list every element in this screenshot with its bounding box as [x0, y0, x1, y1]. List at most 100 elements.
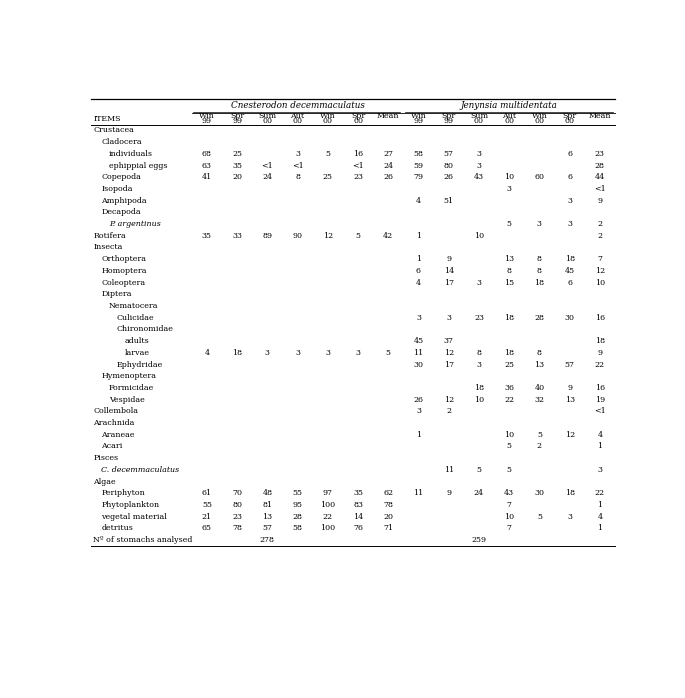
Text: 42: 42	[383, 232, 393, 240]
Text: Aut: Aut	[290, 112, 305, 120]
Text: 3: 3	[477, 361, 482, 369]
Text: 23: 23	[232, 513, 242, 521]
Text: 10: 10	[504, 513, 514, 521]
Text: Araneae: Araneae	[101, 431, 135, 439]
Text: 11: 11	[444, 466, 454, 474]
Text: 4: 4	[204, 349, 210, 357]
Text: 5: 5	[477, 466, 482, 474]
Text: Decapoda: Decapoda	[101, 209, 140, 216]
Text: Amphipoda: Amphipoda	[101, 197, 147, 205]
Text: Coleoptera: Coleoptera	[101, 279, 145, 287]
Text: Win: Win	[532, 112, 547, 120]
Text: 6: 6	[567, 150, 572, 158]
Text: 60: 60	[534, 173, 545, 181]
Text: 25: 25	[323, 173, 333, 181]
Text: Win: Win	[320, 112, 336, 120]
Text: Win: Win	[410, 112, 426, 120]
Text: 10: 10	[474, 396, 484, 403]
Text: 3: 3	[567, 513, 572, 521]
Text: Aut: Aut	[502, 112, 516, 120]
Text: 00: 00	[564, 117, 575, 125]
Text: 12: 12	[444, 349, 453, 357]
Text: 10: 10	[595, 279, 605, 287]
Text: 18: 18	[232, 349, 242, 357]
Text: Cnesterodon decemmaculatus: Cnesterodon decemmaculatus	[231, 101, 364, 110]
Text: ITEMS: ITEMS	[93, 114, 121, 123]
Text: Culicidae: Culicidae	[116, 313, 154, 322]
Text: 15: 15	[504, 279, 514, 287]
Text: 21: 21	[202, 513, 212, 521]
Text: vegetal material: vegetal material	[101, 513, 167, 521]
Text: Spr: Spr	[351, 112, 365, 120]
Text: Ephydridae: Ephydridae	[116, 361, 163, 369]
Text: Pisces: Pisces	[93, 454, 119, 462]
Text: 278: 278	[260, 536, 275, 544]
Text: 23: 23	[474, 313, 484, 322]
Text: 1: 1	[597, 501, 602, 509]
Text: 22: 22	[323, 513, 333, 521]
Text: 35: 35	[232, 161, 242, 170]
Text: 3: 3	[325, 349, 330, 357]
Text: 19: 19	[595, 396, 605, 403]
Text: 71: 71	[383, 524, 393, 533]
Text: 3: 3	[477, 161, 482, 170]
Text: 14: 14	[353, 513, 363, 521]
Text: 9: 9	[597, 349, 602, 357]
Text: 3: 3	[295, 349, 300, 357]
Text: Cladocera: Cladocera	[101, 138, 142, 146]
Text: Nº of stomachs analysed: Nº of stomachs analysed	[93, 536, 192, 544]
Text: 9: 9	[567, 384, 572, 392]
Text: 61: 61	[202, 489, 212, 497]
Text: 41: 41	[202, 173, 212, 181]
Text: detritus: detritus	[101, 524, 133, 533]
Text: 3: 3	[356, 349, 360, 357]
Text: <1: <1	[594, 185, 606, 193]
Text: Spr: Spr	[230, 112, 245, 120]
Text: Hymenoptera: Hymenoptera	[101, 372, 156, 380]
Text: ephippial eggs: ephippial eggs	[109, 161, 167, 170]
Text: 81: 81	[262, 501, 273, 509]
Text: 3: 3	[537, 220, 542, 228]
Text: Rotifera: Rotifera	[93, 232, 126, 240]
Text: C. decemmaculatus: C. decemmaculatus	[101, 466, 179, 474]
Text: 57: 57	[262, 524, 273, 533]
Text: 78: 78	[384, 501, 393, 509]
Text: 100: 100	[321, 524, 336, 533]
Text: 20: 20	[384, 513, 393, 521]
Text: 22: 22	[504, 396, 514, 403]
Text: 13: 13	[504, 255, 514, 263]
Text: 78: 78	[232, 524, 242, 533]
Text: Win: Win	[199, 112, 215, 120]
Text: 5: 5	[507, 220, 512, 228]
Text: 5: 5	[537, 431, 542, 439]
Text: <1: <1	[262, 161, 273, 170]
Text: Arachnida: Arachnida	[93, 419, 135, 427]
Text: 259: 259	[471, 536, 486, 544]
Text: 43: 43	[474, 173, 484, 181]
Text: 51: 51	[444, 197, 453, 205]
Text: 8: 8	[507, 267, 512, 275]
Text: 13: 13	[262, 513, 273, 521]
Text: 37: 37	[444, 337, 453, 345]
Text: 8: 8	[537, 349, 542, 357]
Text: 3: 3	[567, 220, 572, 228]
Text: 80: 80	[232, 501, 242, 509]
Text: 8: 8	[537, 255, 542, 263]
Text: 3: 3	[477, 279, 482, 287]
Text: 40: 40	[534, 384, 545, 392]
Text: 3: 3	[446, 313, 451, 322]
Text: Spr: Spr	[442, 112, 456, 120]
Text: 5: 5	[507, 443, 512, 450]
Text: 18: 18	[504, 349, 514, 357]
Text: Periphyton: Periphyton	[101, 489, 145, 497]
Text: 100: 100	[321, 501, 336, 509]
Text: 17: 17	[444, 279, 453, 287]
Text: 57: 57	[564, 361, 575, 369]
Text: 5: 5	[386, 349, 390, 357]
Text: Nematocera: Nematocera	[109, 302, 158, 310]
Text: 6: 6	[567, 173, 572, 181]
Text: Spr: Spr	[562, 112, 577, 120]
Text: 28: 28	[292, 513, 303, 521]
Text: 68: 68	[202, 150, 212, 158]
Text: 8: 8	[537, 267, 542, 275]
